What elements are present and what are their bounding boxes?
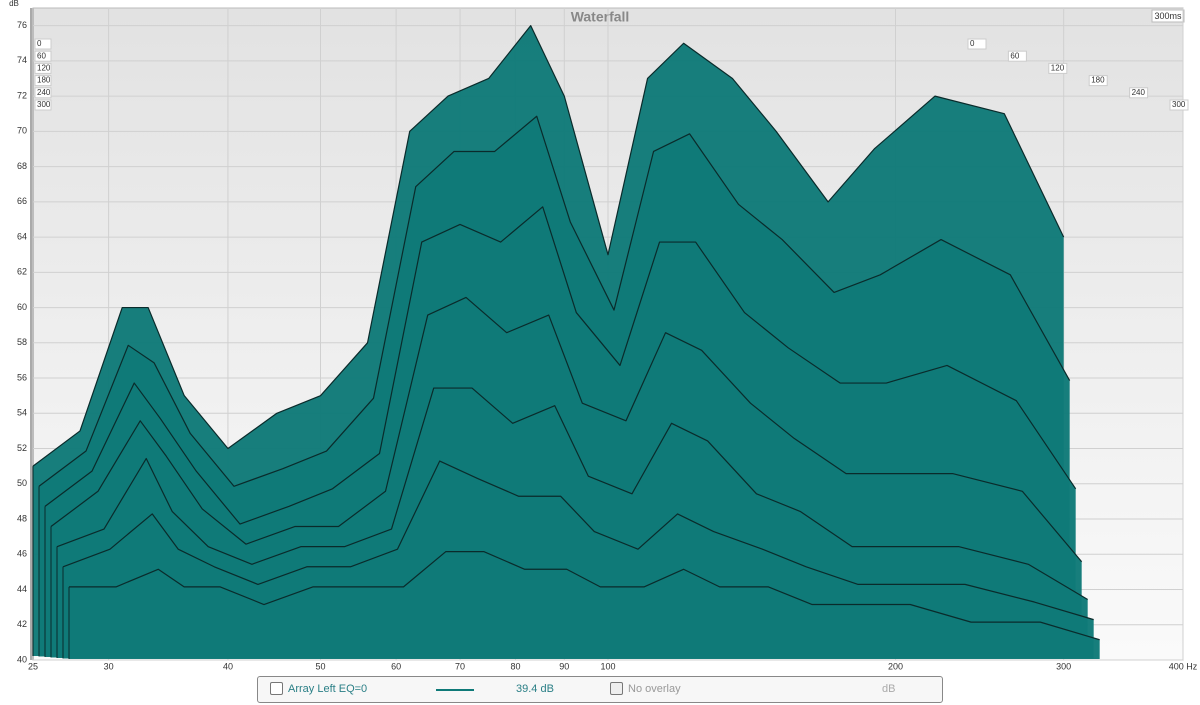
x-tick-label: 40 xyxy=(223,661,233,671)
y-unit: dB xyxy=(9,0,19,8)
chart-title: Waterfall xyxy=(571,9,630,25)
x-tick-label: 300 xyxy=(1056,661,1071,671)
time-range-box xyxy=(1151,9,1185,23)
trace-name[interactable]: Array Left EQ=0 xyxy=(288,683,368,695)
y-tick-label: 72 xyxy=(17,90,27,100)
x-tick-label: 50 xyxy=(315,661,325,671)
overlay-checkbox[interactable] xyxy=(610,682,623,695)
x-tick-label: 80 xyxy=(510,661,520,671)
time-range-label: 300ms xyxy=(1154,11,1182,21)
overlay-unit: dB xyxy=(882,683,896,695)
slice-line xyxy=(38,115,1071,487)
x-tick-label: 400 Hz xyxy=(1169,661,1198,671)
y-tick-label: 64 xyxy=(17,231,27,241)
y-tick-label: 54 xyxy=(17,408,27,418)
time-tick-box xyxy=(34,38,52,50)
time-tick-box xyxy=(34,87,52,99)
trace-swatch xyxy=(436,689,474,691)
time-tick-box xyxy=(34,75,52,87)
y-tick-label: 46 xyxy=(17,549,27,559)
x-tick-label: 30 xyxy=(104,661,114,671)
y-tick-label: 66 xyxy=(17,196,27,206)
slice-line xyxy=(32,25,1065,467)
x-tick-label: 70 xyxy=(455,661,465,671)
slice-line xyxy=(69,551,1100,641)
time-tick-label: 60 xyxy=(1010,51,1019,60)
time-tick-label: 300 xyxy=(37,100,51,109)
y-tick-label: 74 xyxy=(17,55,27,65)
time-tick-box xyxy=(1007,50,1027,62)
slice-line xyxy=(56,387,1088,601)
slice-line xyxy=(50,296,1083,563)
y-tick-label: 70 xyxy=(17,126,27,136)
overlay-name[interactable]: No overlay xyxy=(628,683,681,695)
x-tick-label: 25 xyxy=(28,661,38,671)
time-tick-label: 300 xyxy=(1172,100,1186,109)
axis-bar xyxy=(30,8,34,660)
chart: Waterfall dB 300ms 40 42 44 46 48 50 52 54 56 58 6… xyxy=(9,0,1198,671)
slice-fill xyxy=(69,551,1100,659)
slice-line xyxy=(62,460,1094,621)
time-tick-box xyxy=(1169,99,1189,111)
x-tick-label: 200 xyxy=(888,661,903,671)
y-tick-label: 40 xyxy=(17,654,27,664)
time-tick-box xyxy=(34,62,52,74)
time-tick-label: 120 xyxy=(37,64,51,73)
y-tick-label: 58 xyxy=(17,337,27,347)
y-tick-label: 68 xyxy=(17,161,27,171)
y-tick-label: 76 xyxy=(17,20,27,30)
time-tick-box xyxy=(1048,62,1068,74)
y-tick-label: 48 xyxy=(17,513,27,523)
x-tick-label: 100 xyxy=(600,661,615,671)
time-tick-box xyxy=(34,99,52,111)
y-tick-label: 60 xyxy=(17,302,27,312)
y-tick-label: 52 xyxy=(17,443,27,453)
y-tick-label: 56 xyxy=(17,372,27,382)
y-tick-label: 44 xyxy=(17,584,27,594)
trace-checkbox[interactable] xyxy=(270,682,283,695)
time-tick-label: 180 xyxy=(1091,76,1105,85)
legend-bar: Array Left EQ=0 39.4 dB No overlay dB xyxy=(257,676,943,703)
time-tick-box xyxy=(1088,75,1108,87)
time-tick-label: 0 xyxy=(970,39,975,48)
time-tick-label: 60 xyxy=(37,51,46,60)
time-tick-label: 240 xyxy=(1132,88,1146,97)
time-tick-label: 0 xyxy=(37,39,42,48)
y-tick-label: 50 xyxy=(17,478,27,488)
x-tick-label: 60 xyxy=(391,661,401,671)
time-tick-label: 240 xyxy=(37,88,51,97)
trace-level: 39.4 dB xyxy=(516,683,554,695)
time-tick-box xyxy=(967,38,987,50)
x-tick-label: 90 xyxy=(559,661,569,671)
y-tick-label: 62 xyxy=(17,267,27,277)
time-tick-box xyxy=(34,50,52,62)
slice-line xyxy=(44,206,1077,525)
time-tick-box xyxy=(1129,87,1149,99)
time-tick-label: 180 xyxy=(37,76,51,85)
y-tick-label: 42 xyxy=(17,619,27,629)
time-tick-label: 120 xyxy=(1051,64,1065,73)
